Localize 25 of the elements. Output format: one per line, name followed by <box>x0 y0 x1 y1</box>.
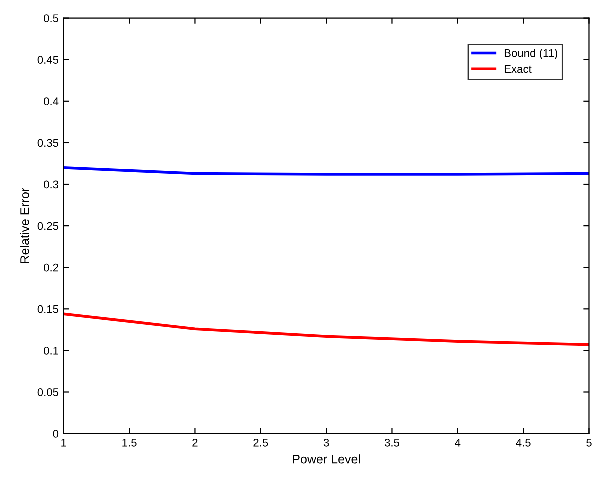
x-tick-label: 4.5 <box>516 439 531 447</box>
y-tick-label: 0.3 <box>44 180 59 189</box>
y-tick-label: 0.45 <box>38 56 59 64</box>
x-tick-label: 1 <box>62 439 66 447</box>
y-tick-label: 0 <box>53 430 59 438</box>
legend-label: Bound (11) <box>504 49 558 60</box>
y-tick-label: 0.15 <box>38 305 59 314</box>
y-tick-label: 0.25 <box>38 222 59 230</box>
y-tick-label: 0.05 <box>38 388 59 396</box>
x-tick-label: 4 <box>455 439 461 447</box>
x-tick-label: 1.5 <box>122 439 137 447</box>
x-axis-title: Power Level <box>293 454 360 464</box>
x-tick-label: 5 <box>586 439 592 447</box>
legend-label: Exact <box>504 65 532 74</box>
x-tick-label: 2 <box>192 438 198 447</box>
x-tick-label: 3.5 <box>384 438 400 447</box>
y-axis-title: Relative Error <box>20 188 30 264</box>
y-tick-label: 0.1 <box>44 346 58 355</box>
x-tick-label: 2.5 <box>254 438 268 447</box>
line-series <box>64 312 590 346</box>
y-tick-label: 0.35 <box>38 139 59 148</box>
x-tick-label: 3 <box>324 438 330 447</box>
y-tick-label: 0.2 <box>44 264 58 272</box>
y-tick-label: 0.4 <box>44 98 59 106</box>
y-tick-label: 0.5 <box>44 14 59 22</box>
